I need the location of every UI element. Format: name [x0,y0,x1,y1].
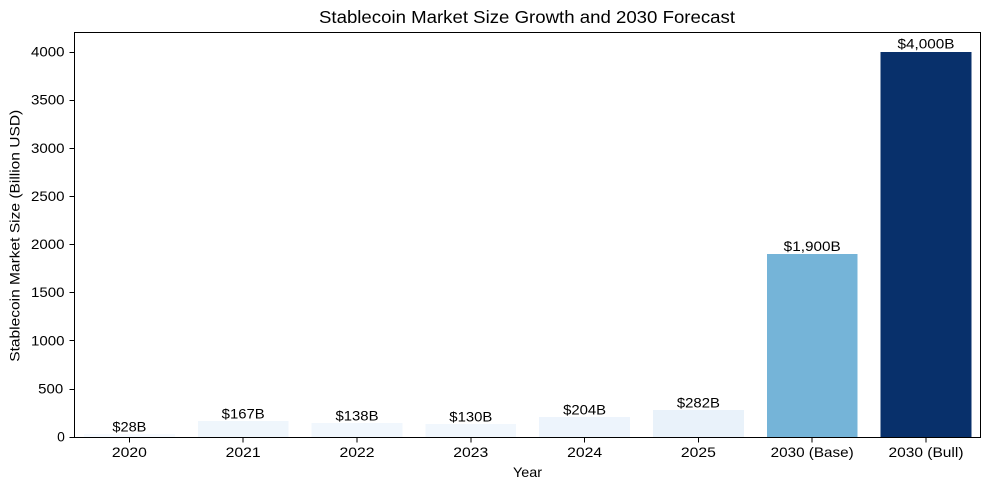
svg-text:Stablecoin Market Size Growth: Stablecoin Market Size Growth and 2030 F… [319,7,735,27]
svg-text:2023: 2023 [453,444,488,460]
svg-text:500: 500 [38,381,63,397]
svg-text:$167B: $167B [222,405,265,421]
svg-text:$1,900B: $1,900B [784,238,841,254]
svg-text:1500: 1500 [31,284,65,300]
svg-text:3500: 3500 [31,92,65,108]
svg-text:2500: 2500 [31,188,65,204]
svg-text:$28B: $28B [112,418,146,434]
svg-text:2021: 2021 [226,444,261,460]
svg-text:2020: 2020 [112,444,147,460]
svg-text:2024: 2024 [567,444,602,460]
svg-text:2030 (Base): 2030 (Base) [771,444,854,460]
svg-text:2025: 2025 [681,444,716,460]
svg-text:0: 0 [57,429,65,445]
svg-text:$138B: $138B [336,407,379,423]
svg-text:1000: 1000 [31,332,65,348]
svg-text:Stablecoin Market Size (Billio: Stablecoin Market Size (Billion USD) [6,110,22,362]
svg-text:4000: 4000 [31,44,65,60]
svg-text:3000: 3000 [31,140,65,156]
svg-text:2000: 2000 [31,236,65,252]
svg-text:Year: Year [513,464,542,480]
svg-text:$282B: $282B [677,394,720,410]
svg-text:$4,000B: $4,000B [898,35,955,51]
svg-text:$130B: $130B [449,408,492,424]
svg-text:2022: 2022 [340,444,375,460]
svg-text:2030 (Bull): 2030 (Bull) [889,444,964,460]
svg-text:$204B: $204B [563,401,606,417]
